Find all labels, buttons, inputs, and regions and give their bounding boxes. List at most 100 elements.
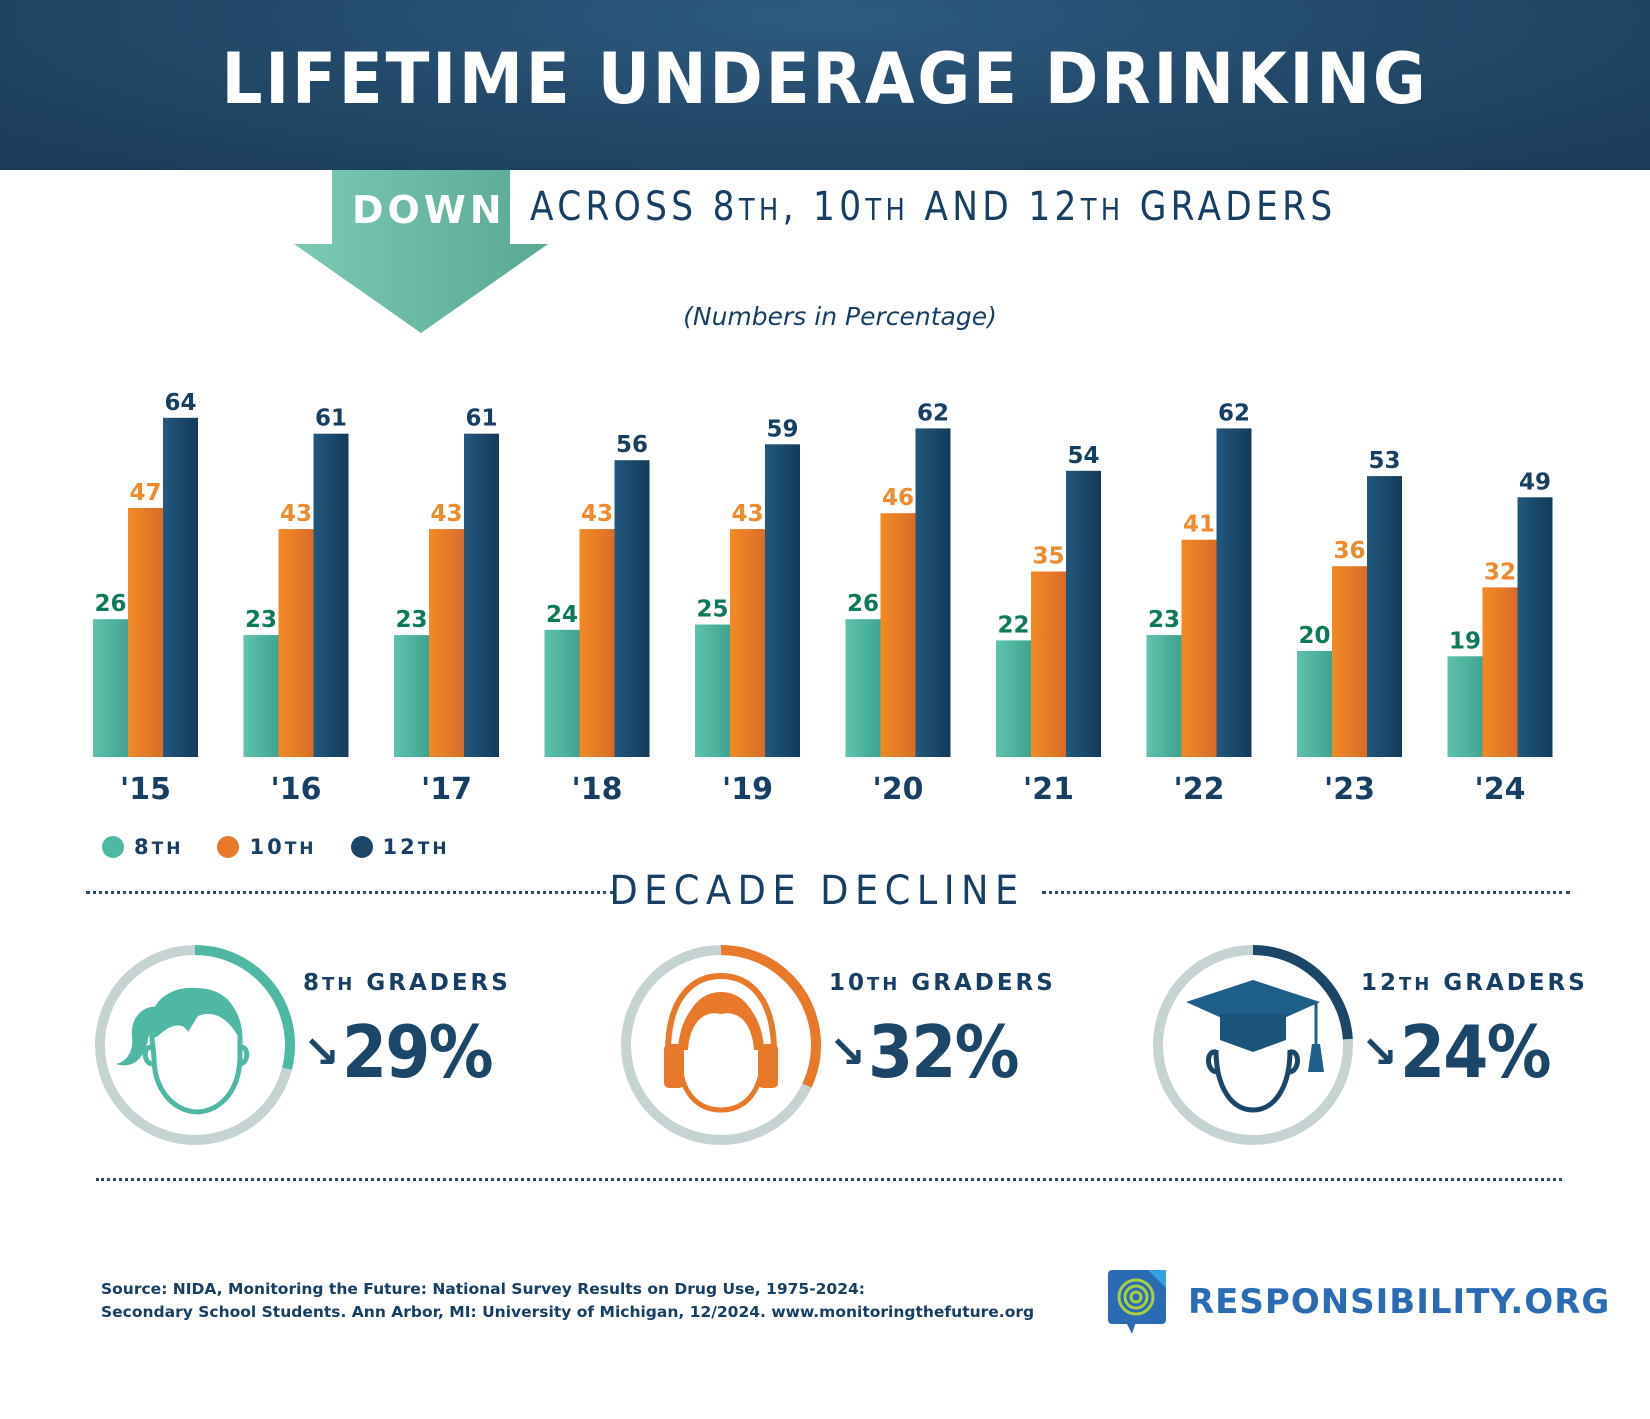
legend-dot-10th (217, 836, 240, 858)
bar-8th-15 (93, 619, 128, 757)
legend-suffix: TH (284, 839, 317, 859)
bar-10th-21 (1031, 571, 1066, 757)
stat-value: ↘ 24% (1361, 1010, 1566, 1094)
decrease-arrow-icon: ↘ (829, 1026, 866, 1078)
bar-value-label: 46 (882, 485, 914, 511)
bar-8th-22 (1146, 635, 1182, 757)
bar-value-label: 43 (430, 501, 462, 527)
speech-bubble-target-icon (1108, 1270, 1166, 1334)
bar-12th-17 (464, 433, 499, 757)
responsibility-logo[interactable]: RESPONSIBILITY.ORG (1108, 1270, 1610, 1334)
legend-label: 8 (134, 835, 152, 859)
page-title: LIFETIME UNDERAGE DRINKING (221, 38, 1429, 120)
subtitle-part: GRADERS (1124, 184, 1337, 230)
bar-chart: 26 47 64 '15 23 43 61 '16 23 43 61 '17 24 43 56 '18 25 43… (93, 390, 1553, 807)
bar-8th-17 (394, 635, 429, 757)
stat-title: 10TH GRADERS (829, 970, 1056, 996)
x-tick-label: '22 (1174, 772, 1225, 807)
stat-value: ↘ 32% (829, 1010, 1034, 1094)
progress-ring-fill (95, 945, 295, 1145)
progress-ring (621, 945, 821, 1145)
legend-suffix: TH (417, 839, 450, 859)
bar-10th-16 (278, 529, 314, 757)
x-tick-label: '21 (1023, 772, 1074, 807)
bar-value-label: 62 (917, 400, 949, 426)
bar-12th-15 (163, 417, 198, 757)
bar-8th-18 (544, 629, 580, 757)
bar-8th-16 (243, 635, 279, 757)
bar-value-label: 26 (94, 591, 126, 617)
bar-value-label: 23 (1148, 607, 1180, 633)
bar-10th-15 (128, 507, 163, 757)
subtitle-part: , 10 (782, 184, 866, 230)
x-tick-label: '24 (1475, 772, 1526, 807)
bar-value-label: 20 (1298, 623, 1330, 649)
bar-value-label: 41 (1183, 512, 1215, 538)
legend-item-8th: 8TH (102, 835, 183, 859)
bar-12th-22 (1216, 428, 1252, 757)
bar-value-label: 26 (847, 591, 879, 617)
section-title: DECADE DECLINE (609, 868, 1025, 914)
legend-item-10th: 10TH (217, 835, 316, 859)
progress-ring-fill (621, 945, 821, 1145)
bar-value-label: 25 (696, 597, 728, 623)
x-tick-label: '23 (1324, 772, 1375, 807)
bar-12th-24 (1517, 497, 1553, 757)
x-tick-label: '20 (873, 772, 924, 807)
bar-value-label: 61 (465, 406, 497, 432)
bar-8th-23 (1297, 651, 1332, 757)
bar-12th-20 (915, 428, 951, 757)
grade-label: GRADERS (900, 970, 1056, 996)
legend-label: 12 (382, 835, 418, 859)
header-banner: LIFETIME UNDERAGE DRINKING (0, 0, 1650, 170)
bar-value-label: 19 (1449, 628, 1481, 654)
bar-10th-24 (1482, 587, 1518, 757)
stat-value: ↘ 29% (303, 1010, 508, 1094)
bar-value-label: 56 (616, 432, 648, 458)
decrease-arrow-icon: ↘ (1361, 1026, 1398, 1078)
grade-num: 8 (303, 970, 323, 996)
bar-12th-23 (1367, 476, 1402, 757)
grade-num: 12 (1361, 970, 1400, 996)
bar-10th-19 (730, 529, 765, 757)
legend-item-12th: 12TH (350, 835, 450, 859)
bar-value-label: 36 (1333, 538, 1365, 564)
bar-8th-20 (845, 619, 881, 757)
subtitle-suffix: TH (738, 193, 783, 228)
bar-10th-18 (579, 529, 615, 757)
down-arrow-icon (294, 170, 548, 333)
bar-10th-22 (1181, 539, 1217, 757)
bar-value-label: 62 (1218, 400, 1250, 426)
source-line: Secondary School Students. Ann Arbor, MI… (101, 1303, 1035, 1321)
bar-value-label: 64 (164, 390, 196, 416)
legend-dot-8th (102, 836, 124, 858)
stat-title: 12TH GRADERS (1361, 970, 1588, 996)
bar-value-label: 23 (245, 607, 277, 633)
bar-value-label: 53 (1368, 448, 1400, 474)
bar-value-label: 32 (1484, 559, 1516, 585)
down-label: DOWN (352, 188, 506, 232)
bar-value-label: 22 (997, 612, 1029, 638)
divider-dotted (1042, 891, 1570, 894)
bar-value-label: 49 (1519, 469, 1551, 495)
x-tick-label: '15 (120, 772, 171, 807)
bar-10th-20 (880, 513, 916, 757)
bar-value-label: 59 (766, 416, 798, 442)
divider-dotted (96, 1178, 1562, 1181)
decline-percent: 32% (867, 1010, 1020, 1094)
bar-value-label: 43 (581, 501, 613, 527)
legend-suffix: TH (151, 839, 184, 859)
bar-12th-19 (765, 444, 800, 757)
subtitle-suffix: TH (1080, 193, 1125, 228)
bar-8th-19 (695, 624, 730, 757)
bar-12th-18 (614, 460, 650, 757)
bar-value-label: 47 (129, 480, 161, 506)
x-tick-label: '16 (271, 772, 322, 807)
bar-value-label: 24 (546, 602, 578, 628)
decrease-arrow-icon: ↘ (303, 1026, 340, 1078)
units-note: (Numbers in Percentage) (683, 302, 997, 331)
decline-percent: 29% (341, 1010, 494, 1094)
headphones-face-icon (664, 972, 778, 1113)
x-tick-label: '17 (421, 772, 472, 807)
grade-suffix: TH (322, 974, 356, 995)
